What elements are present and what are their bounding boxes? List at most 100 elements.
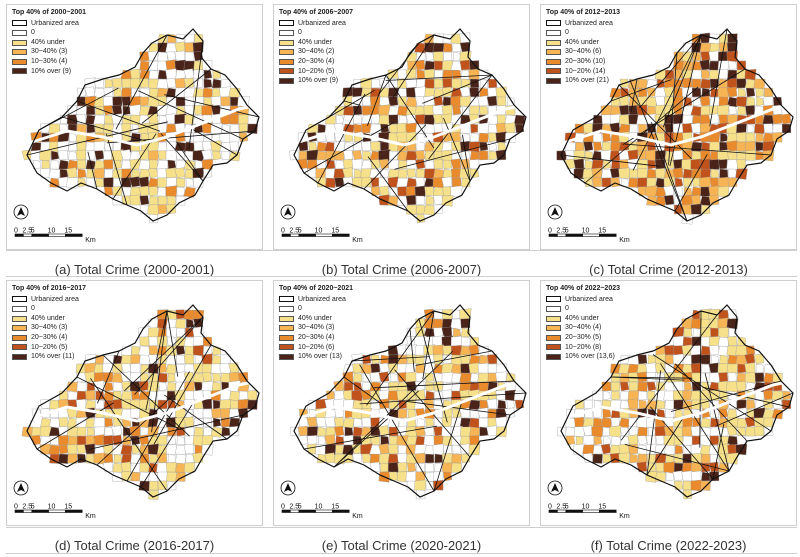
district-cell bbox=[138, 159, 151, 171]
district-cell bbox=[201, 398, 213, 410]
district-cell bbox=[629, 168, 639, 179]
district-cell bbox=[157, 123, 168, 134]
district-cell bbox=[378, 176, 391, 189]
district-cell bbox=[306, 149, 319, 162]
district-cell bbox=[477, 362, 489, 374]
district-cell bbox=[771, 114, 783, 125]
choropleth-map: 0 2.55 10 15 Km bbox=[547, 28, 794, 245]
district-cell bbox=[103, 177, 114, 188]
legend-label: Urbanized area bbox=[298, 19, 346, 27]
legend-swatch bbox=[546, 20, 561, 27]
legend-label: 0 bbox=[31, 29, 35, 37]
district-boundary bbox=[422, 74, 493, 104]
district-cell bbox=[763, 390, 774, 401]
district-cell bbox=[647, 159, 657, 170]
city-boundary bbox=[293, 304, 527, 498]
district-boundary bbox=[359, 364, 435, 492]
district-cell bbox=[138, 480, 151, 492]
district-cell bbox=[406, 177, 417, 188]
legend-swatch bbox=[12, 20, 27, 27]
district-cell bbox=[717, 345, 730, 357]
district-cell bbox=[175, 195, 186, 206]
district-cell bbox=[727, 363, 738, 374]
district-cell bbox=[184, 42, 195, 53]
district-cell bbox=[228, 87, 241, 99]
district-cell bbox=[129, 176, 141, 188]
district-cells bbox=[21, 33, 258, 224]
district-cell bbox=[93, 167, 105, 179]
divider bbox=[6, 553, 797, 554]
district-cell bbox=[148, 69, 159, 80]
district-cell bbox=[469, 150, 480, 161]
scale-bar: 0 2.55 10 15 Km bbox=[548, 228, 630, 245]
district-cell bbox=[221, 123, 231, 134]
district-cell bbox=[193, 141, 204, 152]
district-cell bbox=[85, 390, 96, 401]
district-cell bbox=[451, 462, 462, 473]
legend-swatch bbox=[279, 29, 294, 36]
district-cell bbox=[701, 471, 711, 482]
district-cell bbox=[316, 150, 327, 161]
legend-swatch bbox=[12, 305, 27, 312]
district-cell bbox=[478, 417, 489, 428]
district-cell bbox=[505, 132, 516, 143]
district-boundary bbox=[428, 74, 493, 160]
legend-label: Urbanized area bbox=[298, 295, 346, 303]
scale-tick-label: 2.5 bbox=[556, 228, 566, 235]
district-cell bbox=[691, 78, 702, 89]
district-cell bbox=[317, 123, 327, 134]
district-cell bbox=[479, 426, 489, 437]
district-boundary bbox=[367, 156, 409, 212]
district-cell bbox=[149, 453, 159, 464]
scale-tick-label: 15 bbox=[598, 228, 606, 235]
district-cell bbox=[306, 416, 318, 428]
district-cell bbox=[139, 462, 150, 473]
district-cell bbox=[746, 96, 756, 107]
legend-label: 40% under bbox=[298, 314, 332, 322]
district-cell bbox=[425, 372, 435, 383]
legend-label: Urbanized area bbox=[565, 19, 613, 27]
district-cell bbox=[636, 140, 649, 153]
district-cell bbox=[726, 425, 738, 437]
district-cell bbox=[414, 86, 426, 98]
district-cell bbox=[361, 141, 372, 152]
legend-swatch bbox=[279, 296, 294, 303]
district-cell bbox=[710, 327, 720, 338]
map-panel-b: 0 2.5 5 10 15 Km Top 40% of 2006~2007 Urbanized… bbox=[273, 4, 530, 250]
district-cell bbox=[57, 176, 69, 188]
legend-swatch bbox=[546, 353, 561, 360]
legend-item: 20~30% (5) bbox=[546, 333, 620, 343]
district-cell bbox=[247, 390, 258, 401]
scale-tick-label: 15 bbox=[64, 228, 72, 235]
district-cell bbox=[139, 336, 150, 347]
district-cell bbox=[389, 372, 399, 383]
district-cell bbox=[763, 372, 774, 383]
district-cell bbox=[727, 444, 738, 455]
district-cell bbox=[201, 159, 214, 171]
district-cell bbox=[601, 381, 612, 392]
legend-swatch bbox=[12, 39, 27, 46]
district-cell bbox=[184, 426, 195, 437]
district-cell bbox=[380, 123, 390, 134]
legend-label: 30~40% (2) bbox=[298, 48, 335, 56]
district-boundary bbox=[406, 400, 511, 416]
district-cell bbox=[468, 68, 481, 81]
district-cell bbox=[380, 141, 390, 152]
legend-label: 40% under bbox=[565, 38, 599, 46]
district-cell bbox=[48, 444, 61, 456]
legend-item: 40% under bbox=[279, 314, 353, 324]
district-cell bbox=[111, 77, 123, 89]
district-cell bbox=[637, 168, 648, 179]
district-cell bbox=[414, 185, 426, 197]
district-cell bbox=[175, 345, 186, 356]
district-cell bbox=[104, 78, 114, 89]
han-river bbox=[562, 103, 792, 147]
district-cell bbox=[602, 141, 612, 152]
district-cell bbox=[113, 453, 123, 464]
district-cell bbox=[76, 381, 87, 392]
district-cell bbox=[583, 177, 594, 188]
district-cell bbox=[459, 41, 471, 53]
legend-swatch bbox=[279, 334, 294, 341]
district-cell bbox=[443, 159, 453, 170]
district-cell bbox=[130, 78, 141, 89]
